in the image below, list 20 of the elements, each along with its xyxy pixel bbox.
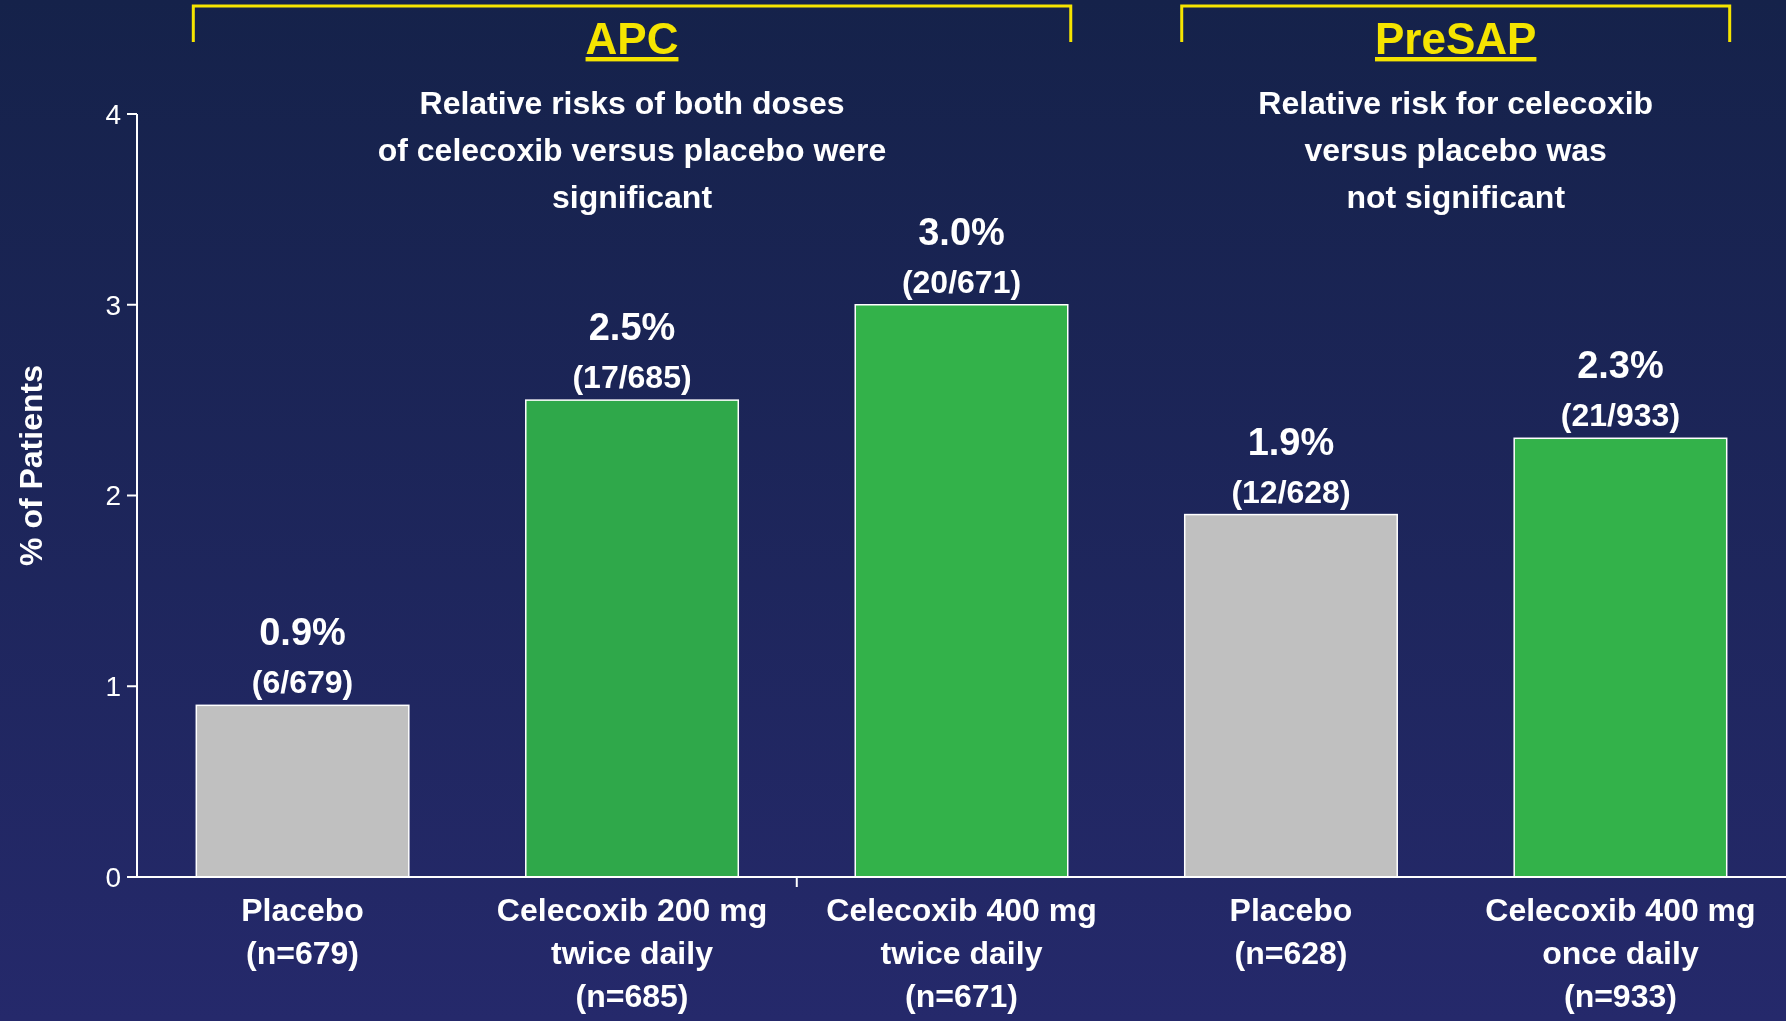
y-tick-label: 0 [105,861,121,893]
x-tick-label: Placebo (n=628) [1229,892,1353,971]
data-label: 1.9% (12/628) [1231,420,1351,510]
y-tick-label: 4 [105,98,121,130]
x-tick-label: Celecoxib 400 mg once daily (n=933) [1485,892,1756,1014]
data-label: 3.0% (20/671) [901,210,1022,300]
annotation: Relative risks of both doses of celecoxib versus placebo were significant [377,85,887,215]
y-axis-title: % of Patients [13,365,49,566]
y-tick-label: 1 [105,671,121,703]
data-label: 2.3% (21/933) [1560,344,1681,434]
x-tick-label: Celecoxib 400 mg twice daily (n=671) [826,892,1097,1014]
y-tick-label: 2 [105,480,121,512]
text: APC [585,14,679,63]
annotation: Relative risk for celecoxib versus placebo was not significant [1258,85,1654,215]
x-tick-label: Celecoxib 200 mg twice daily (n=685) [496,892,768,1014]
data-label: 2.5% (17/685) [572,306,692,396]
data-label: 0.9% (6/679) [251,611,354,701]
x-tick-label: Placebo (n=679) [241,892,364,971]
y-tick-label: 3 [105,289,121,321]
text: PreSAP [1374,14,1537,63]
